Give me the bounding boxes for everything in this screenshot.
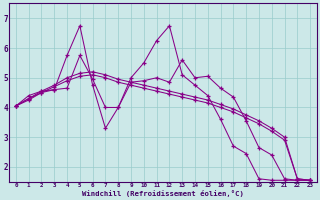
X-axis label: Windchill (Refroidissement éolien,°C): Windchill (Refroidissement éolien,°C) (82, 190, 244, 197)
